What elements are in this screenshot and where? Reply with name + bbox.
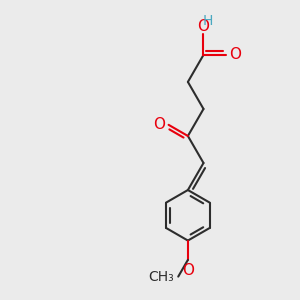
Text: O: O	[229, 47, 241, 62]
Text: O: O	[153, 117, 165, 132]
Text: H: H	[203, 14, 213, 28]
Text: O: O	[197, 19, 209, 34]
Text: CH₃: CH₃	[148, 270, 174, 283]
Text: O: O	[182, 263, 194, 278]
